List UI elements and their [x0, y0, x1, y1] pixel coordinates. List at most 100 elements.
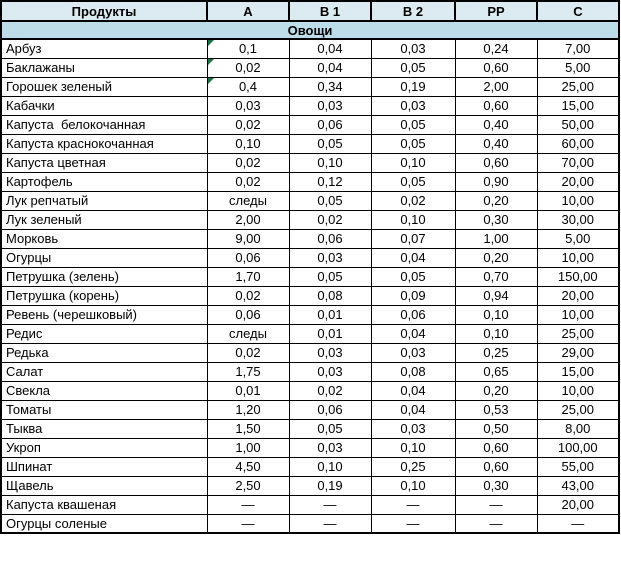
value-cell[interactable]: 0,03 [288, 247, 372, 268]
value-cell[interactable]: 25,00 [536, 399, 620, 420]
value-cell[interactable]: — [206, 513, 290, 534]
section-label-cell[interactable]: Овощи [0, 20, 620, 40]
value-cell[interactable]: 50,00 [536, 114, 620, 135]
value-cell[interactable]: 0,03 [288, 342, 372, 363]
product-cell[interactable]: Горошек зеленый [0, 76, 208, 97]
value-cell[interactable]: 0,60 [454, 57, 538, 78]
value-cell[interactable]: 0,10 [370, 437, 456, 458]
product-cell[interactable]: Капуста белокочанная [0, 114, 208, 135]
value-cell[interactable]: 70,00 [536, 152, 620, 173]
value-cell[interactable]: 1,75 [206, 361, 290, 382]
product-cell[interactable]: Ревень (черешковый) [0, 304, 208, 325]
value-cell[interactable]: 0,94 [454, 285, 538, 306]
value-cell[interactable]: — [288, 513, 372, 534]
value-cell[interactable]: 0,05 [370, 114, 456, 135]
product-cell[interactable]: Капуста цветная [0, 152, 208, 173]
product-cell[interactable]: Капуста квашеная [0, 494, 208, 515]
value-cell[interactable]: 60,00 [536, 133, 620, 154]
value-cell[interactable]: 0,01 [206, 380, 290, 401]
value-cell[interactable]: — [454, 494, 538, 515]
product-cell[interactable]: Лук репчатый [0, 190, 208, 211]
value-cell[interactable]: 0,10 [454, 323, 538, 344]
value-cell[interactable]: 0,09 [370, 285, 456, 306]
value-cell[interactable]: 0,03 [370, 418, 456, 439]
value-cell[interactable]: 0,04 [370, 247, 456, 268]
value-cell[interactable]: 0,20 [454, 380, 538, 401]
value-cell[interactable]: 2,00 [454, 76, 538, 97]
column-header-c[interactable]: C [536, 0, 620, 22]
value-cell[interactable]: 15,00 [536, 361, 620, 382]
product-cell[interactable]: Огурцы [0, 247, 208, 268]
value-cell[interactable]: 1,00 [454, 228, 538, 249]
product-cell[interactable]: Тыква [0, 418, 208, 439]
value-cell[interactable]: 0,10 [288, 152, 372, 173]
value-cell[interactable]: 10,00 [536, 304, 620, 325]
value-cell[interactable]: 0,03 [288, 95, 372, 116]
value-cell[interactable]: 0,50 [454, 418, 538, 439]
value-cell[interactable]: 0,24 [454, 38, 538, 59]
value-cell[interactable]: 0,06 [288, 228, 372, 249]
value-cell[interactable]: следы [206, 323, 290, 344]
product-cell[interactable]: Редька [0, 342, 208, 363]
value-cell[interactable]: 150,00 [536, 266, 620, 287]
value-cell[interactable]: 0,10 [454, 304, 538, 325]
value-cell[interactable]: 2,50 [206, 475, 290, 496]
value-cell[interactable]: 0,02 [206, 171, 290, 192]
value-cell[interactable]: 0,05 [288, 266, 372, 287]
value-cell[interactable]: 29,00 [536, 342, 620, 363]
value-cell[interactable]: 0,04 [288, 38, 372, 59]
value-cell[interactable]: 0,02 [206, 114, 290, 135]
value-cell[interactable]: — [370, 513, 456, 534]
value-cell[interactable]: 0,04 [288, 57, 372, 78]
value-cell[interactable]: 0,06 [288, 114, 372, 135]
value-cell[interactable]: 0,10 [370, 152, 456, 173]
product-cell[interactable]: Капуста краснокочанная [0, 133, 208, 154]
value-cell[interactable]: 0,20 [454, 247, 538, 268]
product-cell[interactable]: Редис [0, 323, 208, 344]
value-cell[interactable]: 0,10 [370, 209, 456, 230]
value-cell[interactable]: 0,60 [454, 437, 538, 458]
value-cell[interactable]: 0,08 [370, 361, 456, 382]
value-cell[interactable]: 0,06 [206, 304, 290, 325]
product-cell[interactable]: Свекла [0, 380, 208, 401]
value-cell[interactable]: 0,20 [454, 190, 538, 211]
value-cell[interactable]: 0,60 [454, 95, 538, 116]
value-cell[interactable]: 100,00 [536, 437, 620, 458]
value-cell[interactable]: 0,06 [288, 399, 372, 420]
value-cell[interactable]: 20,00 [536, 171, 620, 192]
value-cell[interactable]: 10,00 [536, 380, 620, 401]
value-cell[interactable]: 0,19 [288, 475, 372, 496]
value-cell[interactable]: 25,00 [536, 323, 620, 344]
value-cell[interactable]: 0,60 [454, 456, 538, 477]
value-cell[interactable]: 2,00 [206, 209, 290, 230]
value-cell[interactable]: 0,06 [206, 247, 290, 268]
value-cell[interactable]: 0,30 [454, 209, 538, 230]
value-cell[interactable]: 8,00 [536, 418, 620, 439]
product-cell[interactable]: Лук зеленый [0, 209, 208, 230]
value-cell[interactable]: 0,30 [454, 475, 538, 496]
product-cell[interactable]: Щавель [0, 475, 208, 496]
value-cell[interactable]: 0,04 [370, 323, 456, 344]
value-cell[interactable]: 0,03 [288, 437, 372, 458]
value-cell[interactable]: 1,00 [206, 437, 290, 458]
column-header-a[interactable]: A [206, 0, 290, 22]
value-cell[interactable]: 20,00 [536, 494, 620, 515]
value-cell[interactable]: 0,12 [288, 171, 372, 192]
value-cell[interactable]: 0,05 [370, 171, 456, 192]
value-cell[interactable]: 0,02 [206, 152, 290, 173]
value-cell[interactable]: 0,03 [370, 95, 456, 116]
value-cell[interactable]: 0,01 [288, 323, 372, 344]
value-cell[interactable]: 0,03 [370, 342, 456, 363]
product-cell[interactable]: Морковь [0, 228, 208, 249]
value-cell[interactable]: 7,00 [536, 38, 620, 59]
value-cell[interactable]: 43,00 [536, 475, 620, 496]
value-cell[interactable]: 55,00 [536, 456, 620, 477]
value-cell[interactable]: 1,70 [206, 266, 290, 287]
column-header-pp[interactable]: PP [454, 0, 538, 22]
value-cell[interactable]: 0,03 [288, 361, 372, 382]
product-cell[interactable]: Укроп [0, 437, 208, 458]
value-cell[interactable]: 30,00 [536, 209, 620, 230]
value-cell[interactable]: 0,60 [454, 152, 538, 173]
value-cell[interactable]: 0,05 [288, 133, 372, 154]
value-cell[interactable]: 0,25 [454, 342, 538, 363]
